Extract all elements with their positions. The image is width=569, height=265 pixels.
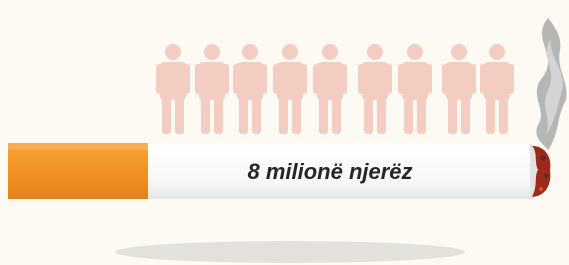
filter xyxy=(8,143,168,199)
label: 8 milionë njerëz xyxy=(247,159,412,184)
infographic: 8 milionë njerëz xyxy=(0,0,569,265)
people xyxy=(156,44,514,134)
shadow xyxy=(115,241,465,263)
